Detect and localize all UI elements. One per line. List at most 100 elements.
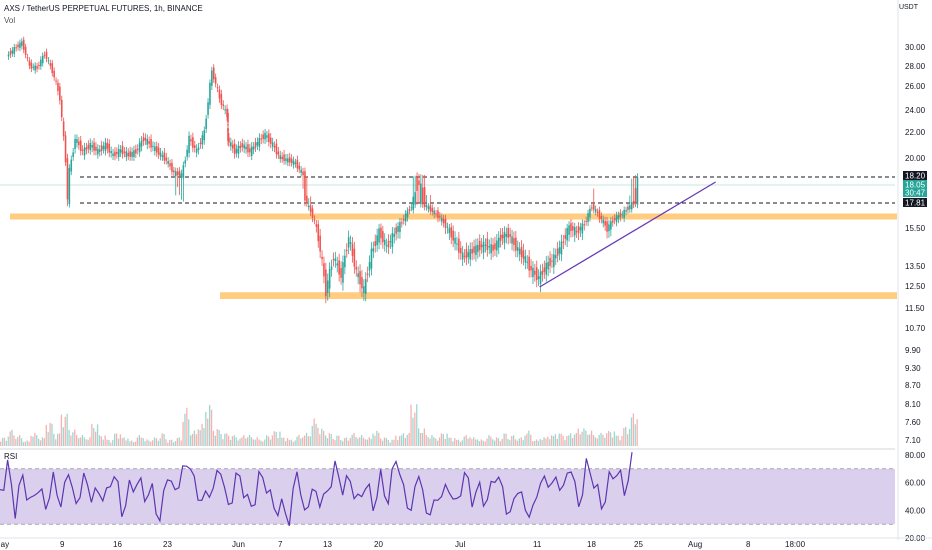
volume-bar xyxy=(20,438,23,446)
time-tick-label: 13 xyxy=(323,540,332,549)
volume-bar xyxy=(271,435,273,446)
volume-bar xyxy=(146,439,148,446)
volume-bar xyxy=(571,438,574,446)
time-tick-label: Jun xyxy=(232,540,245,549)
volume-bar xyxy=(608,431,610,446)
volume-bars xyxy=(0,404,638,446)
candle-body xyxy=(296,159,299,169)
time-axis[interactable]: May 9 16 23 Jun 7 13 20 Jul 11 18 25 Aug 8 18:00 xyxy=(0,537,932,549)
volume-bar xyxy=(570,433,572,446)
volume-bar xyxy=(300,438,302,446)
volume-bar xyxy=(72,432,74,446)
candle-body xyxy=(494,243,496,250)
currency-label[interactable]: USDT xyxy=(898,4,918,11)
volume-bar xyxy=(47,432,49,446)
time-tick-label: May xyxy=(0,540,9,549)
candle-body xyxy=(174,171,177,177)
trendline[interactable] xyxy=(539,181,716,288)
volume-bar xyxy=(410,404,412,446)
volume-bar xyxy=(267,436,270,446)
candle-body xyxy=(97,148,99,155)
candle-body xyxy=(79,140,82,151)
candle-body xyxy=(254,142,257,148)
candle-body xyxy=(433,210,435,215)
volume-bar xyxy=(412,417,414,446)
candle-body xyxy=(458,238,460,253)
volume-bar xyxy=(68,429,70,446)
volume-bar xyxy=(197,429,199,446)
candle-body xyxy=(227,128,229,142)
volume-bar xyxy=(140,437,142,446)
volume-bar xyxy=(178,437,180,446)
volume-bar xyxy=(117,438,120,446)
candle-body xyxy=(509,234,511,237)
price-axis[interactable]: 30.00 28.00 26.00 24.00 22.00 20.00 15.50 13.50… xyxy=(897,0,926,540)
candle-body xyxy=(51,63,54,74)
volume-bar xyxy=(243,435,245,446)
volume-bar xyxy=(393,439,395,446)
volume-bar xyxy=(319,434,321,446)
candle-body xyxy=(589,208,591,218)
volume-bar xyxy=(277,437,279,446)
candle-body xyxy=(157,147,160,155)
volume-bar xyxy=(123,437,125,446)
volume-bar xyxy=(136,437,139,446)
volume-bar xyxy=(406,434,408,446)
volume-bar xyxy=(556,438,558,446)
volume-bar xyxy=(330,434,332,446)
volume-bar xyxy=(625,426,627,446)
volume-bar xyxy=(522,440,524,446)
candle-body xyxy=(138,142,141,153)
volume-bar xyxy=(628,428,631,446)
volume-bar xyxy=(119,434,121,446)
volume-bar xyxy=(395,435,397,446)
volume-bar xyxy=(22,442,25,446)
candle-body xyxy=(55,80,57,82)
candle-body xyxy=(26,57,29,59)
candle-body xyxy=(330,266,333,270)
volume-bar xyxy=(589,434,591,446)
volume-bar xyxy=(112,439,114,446)
volume-bar xyxy=(579,434,581,446)
candle-body xyxy=(592,204,595,210)
candle-body xyxy=(583,224,586,226)
candle-body xyxy=(91,145,93,148)
volume-bar xyxy=(423,428,425,446)
volume-bar xyxy=(258,439,260,446)
time-tick-label: 23 xyxy=(163,540,172,549)
volume-bar xyxy=(83,437,85,446)
volume-bar xyxy=(560,433,562,446)
candle-body xyxy=(135,149,137,154)
candle-body xyxy=(201,135,204,145)
volume-bar xyxy=(190,435,192,446)
candle-body xyxy=(545,262,548,275)
time-tick-label: Aug xyxy=(688,540,702,549)
symbol-title[interactable]: AXS / TetherUS PERPETUAL FUTURES, 1h, BI… xyxy=(4,4,203,13)
volume-bar xyxy=(269,439,272,446)
candle-body xyxy=(469,249,472,260)
volume-bar xyxy=(98,435,101,446)
candle-body xyxy=(161,155,164,158)
candle-body xyxy=(627,206,629,211)
candle-body xyxy=(355,266,358,270)
volume-bar xyxy=(76,435,78,446)
candle-body xyxy=(40,59,42,67)
candle-body xyxy=(625,210,627,212)
price-tag-label: 18.05 xyxy=(905,181,926,190)
candle-body xyxy=(440,217,443,222)
volume-bar xyxy=(207,418,209,446)
price-tick-label: 22.00 xyxy=(905,128,926,137)
volume-bar xyxy=(590,430,593,446)
volume-label: Vol xyxy=(4,16,16,25)
volume-bar xyxy=(121,438,123,446)
candle-body xyxy=(313,219,316,221)
volume-bar xyxy=(283,437,285,446)
volume-bar xyxy=(36,435,38,446)
volume-bar xyxy=(144,441,146,446)
candle-body xyxy=(454,237,456,244)
candle-body xyxy=(214,77,217,84)
volume-bar xyxy=(425,435,427,446)
volume-bar xyxy=(315,423,317,446)
volume-bar xyxy=(209,404,211,446)
